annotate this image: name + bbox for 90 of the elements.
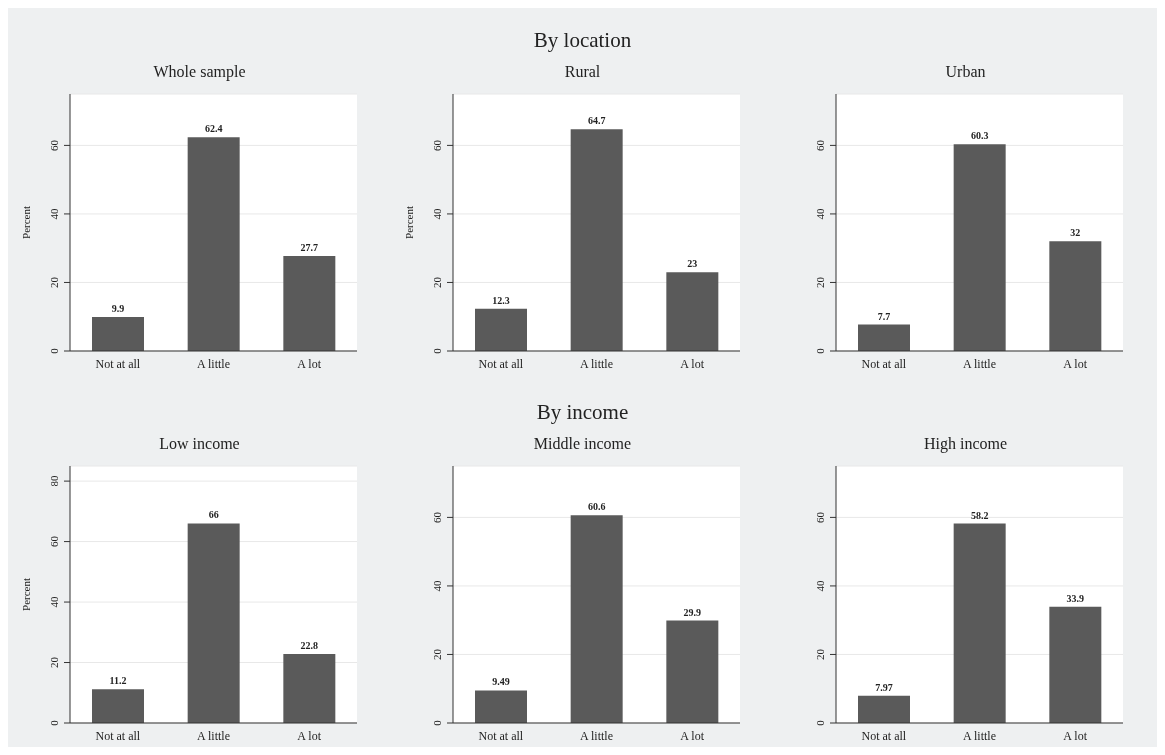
y-tick-label: 20 xyxy=(48,276,60,288)
x-tick-label: A lot xyxy=(1063,356,1088,371)
data-label: 33.9 xyxy=(1066,592,1085,604)
data-label: 64.7 xyxy=(587,115,606,127)
y-tick-label: 20 xyxy=(814,276,826,288)
x-tick-label: A lot xyxy=(680,728,705,743)
bar xyxy=(187,137,240,351)
x-tick-label: A little xyxy=(580,356,613,371)
data-label: 7.7 xyxy=(877,310,891,322)
chart-title: Urban xyxy=(944,62,987,82)
y-tick-label: 20 xyxy=(814,648,826,660)
y-tick-label: 0 xyxy=(814,347,826,354)
text: By location xyxy=(533,28,632,52)
x-tick-label: A little xyxy=(963,728,996,743)
x-tick-label: A lot xyxy=(680,356,705,371)
bar xyxy=(666,272,719,351)
x-tick-label: A little xyxy=(580,728,613,743)
bar xyxy=(953,523,1006,723)
x-tick-label: A little xyxy=(197,728,230,743)
bar xyxy=(953,144,1006,351)
y-tick-label: 60 xyxy=(48,139,60,151)
data-label: 23 xyxy=(687,258,698,270)
y-tick-label: 40 xyxy=(814,579,826,592)
y-axis-title: Percent xyxy=(19,206,32,239)
y-tick-label: 20 xyxy=(431,648,443,660)
data-label: 60.3 xyxy=(970,130,989,142)
data-label: 60.6 xyxy=(587,501,606,513)
y-tick-label: 60 xyxy=(814,139,826,151)
y-tick-label: 0 xyxy=(48,347,60,354)
y-tick-label: 80 xyxy=(48,475,60,487)
y-axis-title: Percent xyxy=(402,206,415,239)
data-label: 11.2 xyxy=(109,675,127,687)
chart-title: Whole sample xyxy=(152,62,247,83)
y-tick-label: 20 xyxy=(431,276,443,288)
bar xyxy=(475,690,527,723)
chart-title: Low income xyxy=(158,434,241,454)
y-tick-label: 60 xyxy=(431,511,443,523)
y-tick-label: 60 xyxy=(431,139,443,151)
y-tick-label: 0 xyxy=(814,719,826,726)
y-tick-label: 0 xyxy=(431,719,443,726)
data-label: 32 xyxy=(1070,227,1081,239)
x-tick-label: Not at all xyxy=(95,356,141,371)
bar xyxy=(1049,606,1102,723)
bar xyxy=(283,654,336,723)
y-tick-label: 60 xyxy=(814,511,826,523)
bar xyxy=(858,695,910,723)
data-label: 66 xyxy=(208,509,219,521)
bar xyxy=(858,324,910,351)
y-tick-label: 40 xyxy=(48,207,60,220)
chart-title: High income xyxy=(922,434,1009,455)
chart-title: Middle income xyxy=(532,434,633,454)
x-tick-label: A lot xyxy=(1063,728,1088,743)
x-tick-label: Not at all xyxy=(861,728,907,743)
y-tick-label: 0 xyxy=(48,719,60,726)
x-tick-label: A little xyxy=(197,356,230,371)
bar xyxy=(283,256,336,351)
data-label: 7.97 xyxy=(875,681,893,693)
x-tick-label: Not at all xyxy=(478,728,524,743)
bar xyxy=(475,308,527,351)
y-tick-label: 40 xyxy=(431,207,443,220)
y-tick-label: 20 xyxy=(48,656,60,669)
x-tick-label: Not at all xyxy=(95,728,141,743)
data-label: 29.9 xyxy=(683,606,702,618)
x-tick-label: A lot xyxy=(297,728,322,743)
x-tick-label: A little xyxy=(963,356,996,371)
chart-title: Rural xyxy=(563,62,602,82)
bar xyxy=(570,515,623,723)
y-tick-label: 0 xyxy=(431,347,443,354)
data-label: 58.2 xyxy=(970,509,989,521)
data-label: 27.7 xyxy=(300,242,319,254)
data-label: 22.8 xyxy=(300,640,319,652)
bar xyxy=(570,129,623,351)
bar xyxy=(666,620,719,723)
data-label: 9.49 xyxy=(492,676,510,688)
y-tick-label: 40 xyxy=(431,579,443,592)
bar xyxy=(92,317,144,351)
data-label: 9.9 xyxy=(111,303,125,315)
bar xyxy=(92,689,144,723)
text: By income xyxy=(536,400,629,424)
x-tick-label: Not at all xyxy=(861,356,907,371)
data-label: 62.4 xyxy=(204,123,223,135)
y-axis-title: Percent xyxy=(19,578,32,611)
y-tick-label: 60 xyxy=(48,535,60,548)
data-label: 12.3 xyxy=(492,294,510,306)
bar xyxy=(1049,241,1102,351)
y-tick-label: 40 xyxy=(814,207,826,220)
bar xyxy=(187,523,240,723)
x-tick-label: A lot xyxy=(297,356,322,371)
x-tick-label: Not at all xyxy=(478,356,524,371)
y-tick-label: 40 xyxy=(48,596,60,608)
